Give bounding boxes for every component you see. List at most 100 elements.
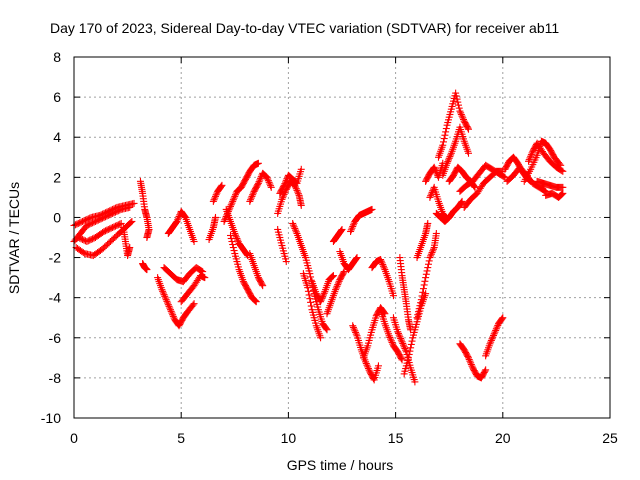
data-point <box>248 192 256 200</box>
data-point <box>256 176 264 184</box>
data-point <box>317 334 325 342</box>
data-point <box>297 165 305 173</box>
y-tick-label: 2 <box>53 169 61 185</box>
data-point <box>201 274 209 282</box>
data-point <box>264 177 272 185</box>
data-point <box>422 270 430 278</box>
data-point <box>211 194 219 202</box>
data-point <box>339 269 347 277</box>
data-point <box>280 190 288 198</box>
data-point <box>440 135 448 143</box>
data-point <box>258 280 266 288</box>
data-point <box>423 267 431 275</box>
data-point <box>164 301 172 309</box>
y-tick-label: 4 <box>53 129 61 145</box>
data-point <box>230 194 238 202</box>
data-point <box>279 192 287 200</box>
data-point <box>441 131 449 139</box>
data-point <box>190 300 198 308</box>
data-point <box>162 296 170 304</box>
x-axis-label: GPS time / hours <box>287 457 394 473</box>
data-point <box>329 272 337 280</box>
x-tick-label: 10 <box>281 430 297 446</box>
y-tick-label: -4 <box>49 290 62 306</box>
data-point <box>352 330 360 338</box>
plot-frame <box>73 56 611 419</box>
data-point <box>363 361 371 369</box>
data-point <box>425 257 433 265</box>
data-point <box>304 287 312 295</box>
data-point <box>168 309 176 317</box>
data-point <box>307 298 315 306</box>
data-point <box>455 104 463 112</box>
data-point <box>352 255 360 263</box>
data-point <box>349 323 357 331</box>
data-point <box>421 277 429 285</box>
data-point <box>210 196 218 204</box>
data-point <box>282 176 290 184</box>
data-point <box>332 286 340 294</box>
x-tick-label: 20 <box>495 430 511 446</box>
data-point <box>328 273 336 281</box>
data-point <box>227 201 235 209</box>
data-point <box>292 179 300 187</box>
data-point <box>374 362 382 370</box>
data-point <box>279 194 287 202</box>
data-point <box>289 221 297 229</box>
data-point <box>117 219 125 227</box>
data-point <box>229 241 237 249</box>
x-tick-label: 25 <box>602 430 618 446</box>
data-point <box>161 294 169 302</box>
data-point <box>454 101 462 109</box>
data-point <box>334 281 342 289</box>
data-point <box>263 173 271 181</box>
data-point <box>212 213 220 221</box>
data-point <box>439 138 447 146</box>
data-point <box>322 325 330 333</box>
grid <box>74 57 610 418</box>
data-point <box>454 98 462 106</box>
data-point <box>254 181 262 189</box>
data-point <box>340 268 348 276</box>
data-point <box>317 296 325 304</box>
data-point <box>337 226 345 234</box>
data-point <box>249 191 257 199</box>
y-tick-label: 8 <box>53 49 61 65</box>
data-point <box>282 258 290 266</box>
data-point <box>347 226 355 234</box>
data-point <box>127 218 135 226</box>
data-point <box>278 195 286 203</box>
data-point <box>212 192 220 200</box>
data-point <box>335 277 343 285</box>
data-point <box>364 365 372 373</box>
data-point <box>333 282 341 290</box>
data-point <box>349 322 357 330</box>
data-point <box>264 175 272 183</box>
data-point <box>294 188 302 196</box>
data-point <box>254 179 262 187</box>
data-point <box>281 180 289 188</box>
data-point <box>424 219 432 227</box>
data-point <box>319 293 327 301</box>
data-point <box>334 279 342 287</box>
data-point <box>247 194 255 202</box>
data-point <box>229 197 237 205</box>
data-point <box>279 183 287 191</box>
data-point <box>164 299 172 307</box>
data-point <box>166 306 174 314</box>
data-point <box>163 297 171 305</box>
data-point <box>323 326 331 334</box>
data-point <box>231 229 239 237</box>
data-series-sdtvar <box>70 89 567 386</box>
data-point <box>229 244 237 252</box>
data-point <box>160 291 168 299</box>
data-point <box>159 289 167 297</box>
data-point <box>307 302 315 310</box>
data-point <box>317 298 325 306</box>
data-point <box>232 191 240 199</box>
data-point <box>368 205 376 213</box>
data-point <box>159 287 167 295</box>
data-point <box>320 289 328 297</box>
chart-title: Day 170 of 2023, Sidereal Day-to-day VTE… <box>50 20 559 36</box>
data-point <box>442 128 450 136</box>
